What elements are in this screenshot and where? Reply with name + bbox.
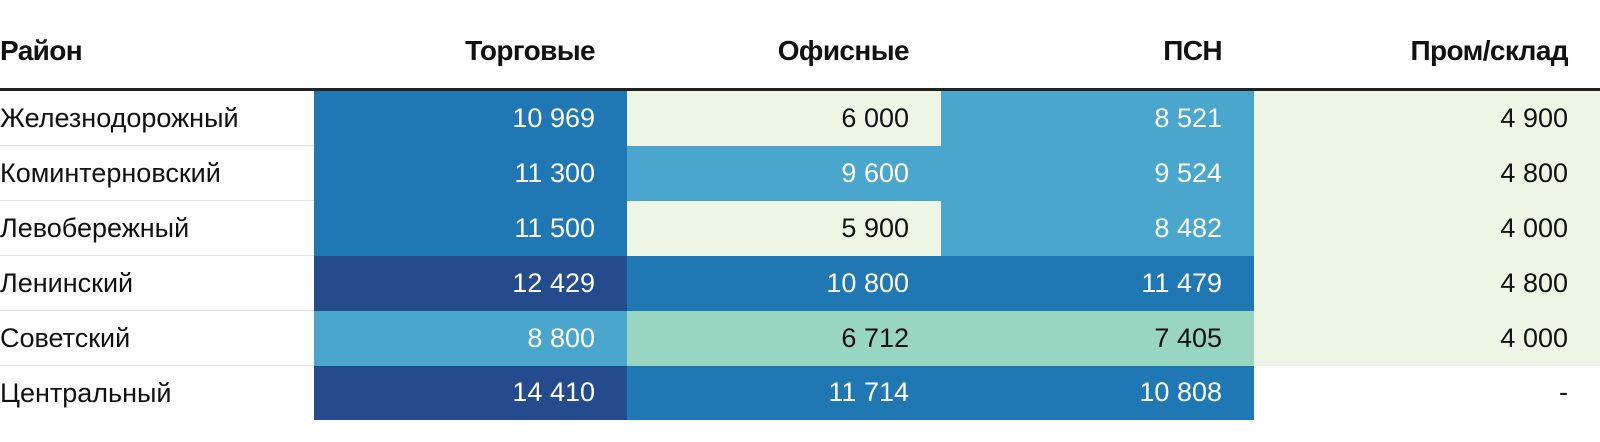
district-name-cell: Центральный	[0, 377, 172, 408]
heatmap-value-cell: 11 500	[314, 200, 627, 256]
heatmap-value-cell: 8 521	[941, 89, 1254, 146]
heatmap-value-cell: 4 800	[1254, 145, 1600, 201]
heatmap-value-cell: 4 000	[1254, 200, 1600, 256]
heatmap-value-cell: 4 800	[1254, 255, 1600, 311]
column-header-industrial: Пром/склад	[1254, 14, 1600, 91]
heatmap-value-cell: 11 714	[627, 365, 941, 420]
heatmap-value-cell: -	[1254, 365, 1600, 420]
heatmap-value-cell: 4 000	[1254, 310, 1600, 366]
heatmap-value-cell: 10 969	[314, 89, 627, 146]
heatmap-value-cell: 4 900	[1254, 89, 1600, 146]
district-name-cell: Советский	[0, 310, 314, 366]
heatmap-table: Район Торговые Офисные ПСН Пром/склад Же…	[0, 14, 1600, 420]
heatmap-value-cell: 7 405	[941, 310, 1254, 366]
heatmap-value-cell: 10 808	[941, 365, 1254, 420]
heatmap-value-cell: 5 900	[627, 200, 941, 256]
table-row: Центральный 14 410 11 714 10 808-	[0, 365, 1600, 420]
column-header-retail: Торговые	[314, 14, 627, 91]
heatmap-value-cell: 6 000	[627, 89, 941, 146]
column-header-psn: ПСН	[941, 14, 1254, 91]
heatmap-value-cell: 11 479	[941, 255, 1254, 311]
heatmap-value-cell: 8 800	[314, 310, 627, 366]
heatmap-value-cell: 9 524	[941, 145, 1254, 201]
district-name-cell: Железнодорожный	[0, 89, 314, 146]
heatmap-value-cell: 12 429	[314, 255, 627, 311]
district-name-cell: Коминтерновский	[0, 145, 314, 201]
heatmap-value-cell: 14 410	[314, 365, 627, 420]
table-row: Железнодорожный 10 969 6 000 8 521 4 900	[0, 89, 1600, 146]
table-row: Советский 8 800 6 712 7 405 4 000	[0, 310, 1600, 366]
table-body: Железнодорожный 10 969 6 000 8 521 4 900 Коми…	[0, 89, 1600, 420]
heatmap-value-cell: 10 800	[627, 255, 941, 311]
table-row: Левобережный 11 500 5 900 8 482 4 000	[0, 200, 1600, 256]
district-name-cell: Ленинский	[0, 255, 314, 311]
table-row: Коминтерновский 11 300 9 600 9 524 4 800	[0, 145, 1600, 201]
heatmap-value-cell: 11 300	[314, 145, 627, 201]
heatmap-value-cell: 9 600	[627, 145, 941, 201]
district-name-cell: Левобережный	[0, 200, 314, 256]
heatmap-value-cell: 6 712	[627, 310, 941, 366]
header-row: Район Торговые Офисные ПСН Пром/склад	[0, 14, 1600, 91]
heatmap-value-cell: 8 482	[941, 200, 1254, 256]
column-header-district: Район	[0, 14, 314, 91]
column-header-office: Офисные	[627, 14, 941, 91]
table-row: Ленинский 12 429 10 800 11 479 4 800	[0, 255, 1600, 311]
